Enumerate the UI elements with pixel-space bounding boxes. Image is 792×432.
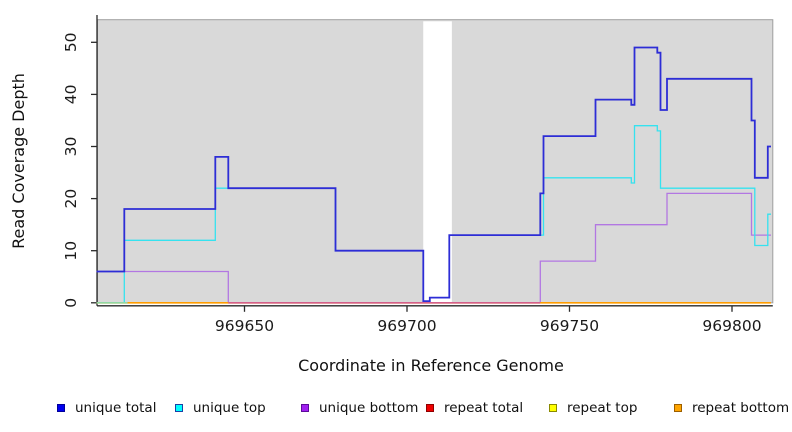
legend-swatch-repeat-top xyxy=(549,404,557,412)
legend-item-unique-total: unique total xyxy=(57,399,156,417)
legend-swatch-unique-bottom xyxy=(301,404,309,412)
legend-label-unique-bottom: unique bottom xyxy=(319,400,419,416)
data-series xyxy=(96,46,771,304)
svg-text:50: 50 xyxy=(62,32,80,52)
svg-text:969750: 969750 xyxy=(540,317,599,335)
legend-swatch-unique-total xyxy=(57,404,65,412)
legend-label-unique-total: unique total xyxy=(75,400,157,416)
legend-swatch-repeat-total xyxy=(426,404,434,412)
legend-item-repeat-bottom: repeat bottom xyxy=(674,399,789,417)
axes: 0 10 20 30 40 50 969650 969700 969750 969800 xyxy=(62,15,773,335)
legend-item-unique-top: unique top xyxy=(175,399,266,417)
legend-label-unique-top: unique top xyxy=(193,400,266,416)
legend-item-repeat-top: repeat top xyxy=(549,399,637,417)
svg-text:969800: 969800 xyxy=(702,317,761,335)
legend-label-repeat-top: repeat top xyxy=(567,400,638,416)
legend-label-repeat-total: repeat total xyxy=(444,400,524,416)
svg-text:969650: 969650 xyxy=(215,317,274,335)
x-axis-title: Coordinate in Reference Genome xyxy=(298,356,564,375)
legend-item-repeat-total: repeat total xyxy=(426,399,523,417)
legend-label-repeat-bottom: repeat bottom xyxy=(692,400,790,416)
svg-text:30: 30 xyxy=(62,137,80,157)
plot-background xyxy=(97,19,774,306)
svg-text:20: 20 xyxy=(62,189,80,209)
legend-item-unique-bottom: unique bottom xyxy=(301,399,418,417)
svg-text:40: 40 xyxy=(62,85,80,105)
svg-text:0: 0 xyxy=(62,298,80,308)
y-axis-title: Read Coverage Depth xyxy=(9,73,28,249)
svg-text:969700: 969700 xyxy=(377,317,436,335)
svg-text:10: 10 xyxy=(62,241,80,261)
legend-swatch-repeat-bottom xyxy=(674,404,682,412)
legend-swatch-unique-top xyxy=(175,404,183,412)
legend: unique total unique top unique bottom re… xyxy=(0,399,792,419)
